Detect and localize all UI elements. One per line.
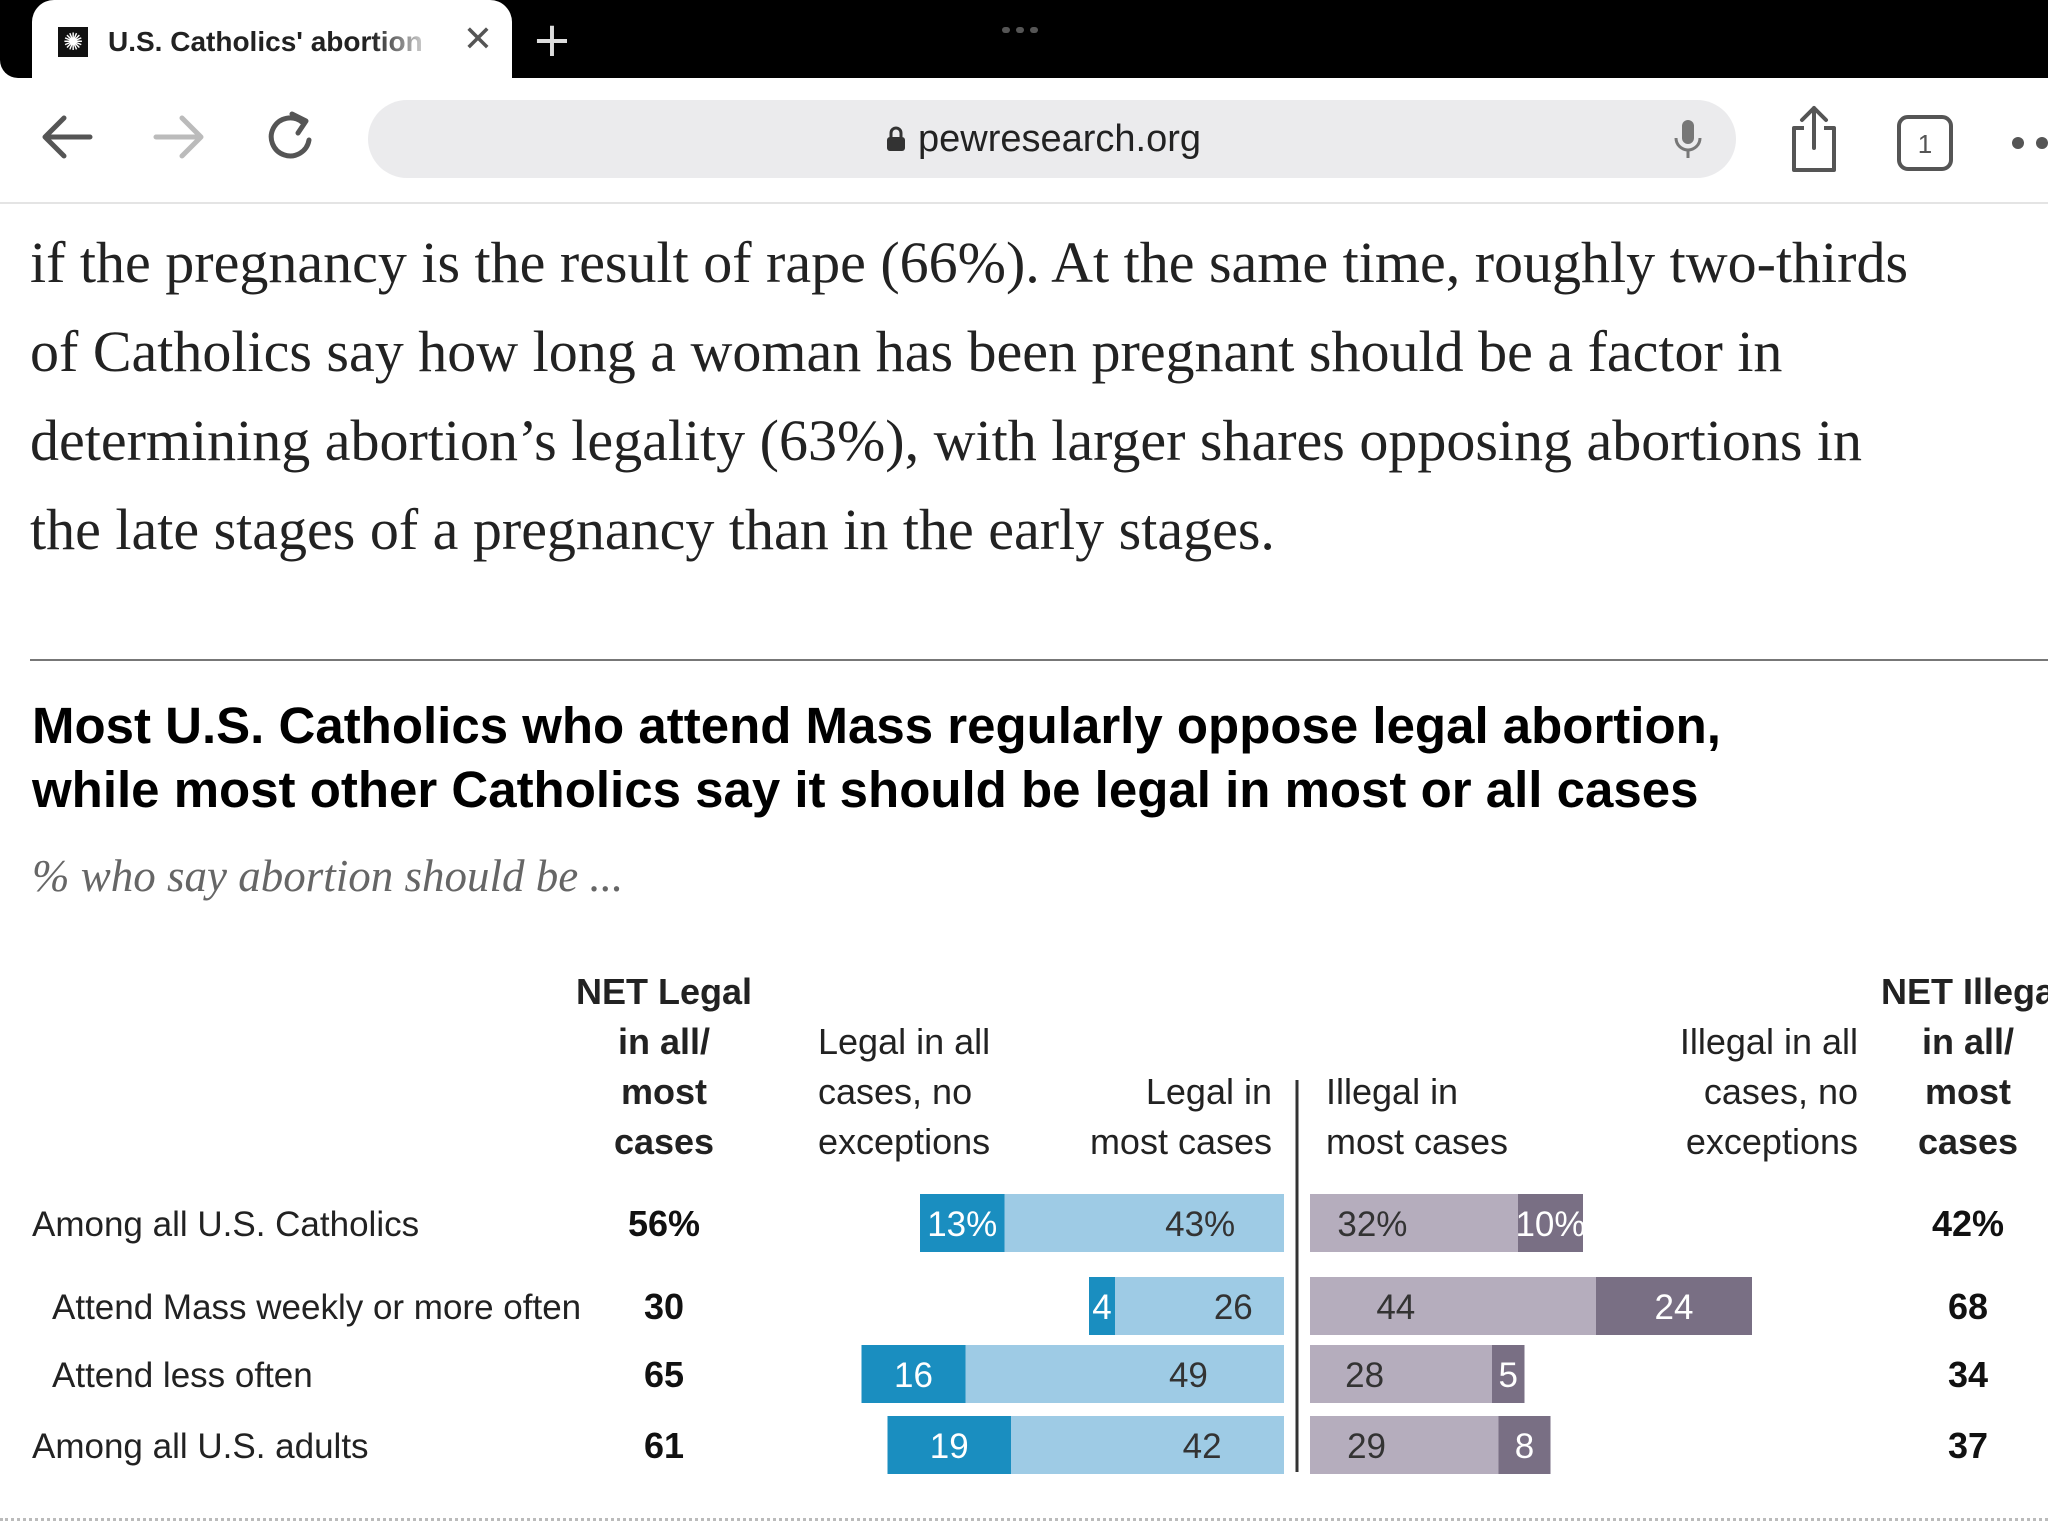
net-illegal-value: 37 <box>1948 1425 1988 1466</box>
net-illegal-header: most <box>1925 1071 2011 1112</box>
net-legal-value: 56% <box>628 1203 700 1244</box>
chart-title-line: while most other Catholics say it should… <box>32 761 1699 818</box>
reload-button[interactable] <box>256 102 326 172</box>
legal-most-bar <box>965 1345 1284 1403</box>
row-label: Among all U.S. adults <box>32 1427 369 1466</box>
illegal-all-value: 24 <box>1655 1288 1694 1327</box>
legal-all-bar <box>1089 1277 1115 1335</box>
back-icon <box>42 115 93 159</box>
legal-most-value: 26 <box>1214 1288 1253 1327</box>
more-icon[interactable] <box>2008 128 2048 158</box>
legal-all-value: 13% <box>927 1205 997 1244</box>
illegal-most-header: Illegal in <box>1326 1071 1458 1112</box>
illegal-all-header: Illegal in all <box>1680 1021 1858 1062</box>
illegal-all-value: 8 <box>1515 1427 1534 1466</box>
article-line: determining abortion’s legality (63%), w… <box>30 408 1863 473</box>
net-illegal-header: cases <box>1918 1121 2018 1162</box>
tab-bar: ✺ U.S. Catholics' abortion ✕ + <box>0 0 2048 78</box>
legal-most-header: Legal in <box>1146 1071 1272 1112</box>
favicon-icon: ✺ <box>58 27 88 57</box>
net-legal-value: 30 <box>644 1286 684 1327</box>
chart-title: Most U.S. Catholics who attend Mass regu… <box>32 694 2032 822</box>
illegal-most-bar <box>1310 1345 1492 1403</box>
back-button[interactable] <box>32 102 102 172</box>
lock-icon <box>887 126 905 151</box>
illegal-all-value: 10% <box>1515 1205 1585 1244</box>
illegal-most-value: 44 <box>1376 1288 1415 1327</box>
illegal-all-header: cases, no <box>1704 1071 1858 1112</box>
chart-title-line: Most U.S. Catholics who attend Mass regu… <box>32 697 1721 754</box>
net-illegal-value: 34 <box>1948 1354 1988 1395</box>
legal-all-bar <box>920 1194 1005 1252</box>
bottom-dotted-rule <box>0 1518 2048 1521</box>
forward-button[interactable] <box>144 102 214 172</box>
legal-most-header: most cases <box>1090 1121 1272 1162</box>
tab-title: U.S. Catholics' abortion <box>108 26 423 57</box>
net-legal-value: 65 <box>644 1354 684 1395</box>
legal-most-bar <box>1004 1194 1284 1252</box>
legal-all-bar <box>861 1345 966 1403</box>
forward-icon <box>153 115 204 159</box>
legal-all-header: exceptions <box>818 1121 990 1162</box>
new-tab-icon[interactable]: + <box>531 12 573 68</box>
row-label: Among all U.S. Catholics <box>32 1205 419 1244</box>
legal-all-bar <box>887 1416 1011 1474</box>
section-divider <box>30 659 2048 661</box>
illegal-all-bar <box>1498 1416 1551 1474</box>
close-tab-icon[interactable]: ✕ <box>462 19 494 60</box>
illegal-most-header: most cases <box>1326 1121 1508 1162</box>
net-legal-header: most <box>621 1071 707 1112</box>
illegal-most-bar <box>1310 1416 1499 1474</box>
illegal-all-value: 5 <box>1499 1356 1518 1395</box>
microphone-icon[interactable] <box>1668 118 1708 162</box>
net-illegal-header: in all/ <box>1922 1021 2014 1062</box>
legal-all-value: 16 <box>894 1356 933 1395</box>
illegal-all-header: exceptions <box>1686 1121 1858 1162</box>
tabs-icon: 1 <box>1897 115 1953 171</box>
legal-all-header: cases, no <box>818 1071 972 1112</box>
legal-most-value: 43% <box>1165 1205 1235 1244</box>
net-legal-header: in all/ <box>618 1021 710 1062</box>
article-body: if the pregnancy is the result of rape (… <box>30 218 2048 574</box>
net-legal-header: cases <box>614 1121 714 1162</box>
row-label: Attend less often <box>52 1356 313 1395</box>
legal-most-value: 42 <box>1183 1427 1222 1466</box>
article-line: if the pregnancy is the result of rape (… <box>30 230 1909 295</box>
illegal-most-bar <box>1310 1194 1518 1252</box>
browser-tab[interactable]: ✺ U.S. Catholics' abortion ✕ <box>32 0 512 78</box>
net-illegal-value: 42% <box>1932 1203 2004 1244</box>
share-icon[interactable] <box>1782 104 1846 174</box>
illegal-all-bar <box>1596 1277 1752 1335</box>
net-illegal-value: 68 <box>1948 1286 1988 1327</box>
illegal-most-value: 29 <box>1347 1427 1386 1466</box>
legal-most-bar <box>1115 1277 1284 1335</box>
legal-all-value: 4 <box>1092 1288 1111 1327</box>
tabs-button[interactable]: 1 <box>1896 114 1954 172</box>
chart-subtitle: % who say abortion should be ... <box>32 851 624 901</box>
illegal-most-value: 28 <box>1345 1356 1384 1395</box>
legal-most-bar <box>1011 1416 1284 1474</box>
tab-count: 1 <box>1918 129 1932 159</box>
tab-bar-corner <box>0 60 32 78</box>
article-line: of Catholics say how long a woman has be… <box>30 319 1783 384</box>
net-legal-value: 61 <box>644 1425 684 1466</box>
article-line: the late stages of a pregnancy than in t… <box>30 497 1275 562</box>
illegal-all-bar <box>1518 1194 1583 1252</box>
url-text[interactable]: pewresearch.org <box>918 118 1202 160</box>
illegal-all-bar <box>1492 1345 1525 1403</box>
legal-all-header: Legal in all <box>818 1021 990 1062</box>
legal-most-value: 49 <box>1169 1356 1208 1395</box>
row-label: Attend Mass weekly or more often <box>52 1288 581 1327</box>
browser-toolbar: pewresearch.org 1 <box>0 78 2048 204</box>
stacked-bar-chart: NET Legal in all/most cases Legal in all cas… <box>32 971 2048 1474</box>
address-bar[interactable]: pewresearch.org <box>368 100 1736 178</box>
legal-all-value: 19 <box>930 1427 969 1466</box>
reload-icon <box>268 111 312 159</box>
illegal-most-value: 32% <box>1337 1205 1407 1244</box>
net-illegal-header: NET Illega <box>1881 971 2048 1012</box>
illegal-most-bar <box>1310 1277 1596 1335</box>
window-grip-icon[interactable] <box>1002 20 1046 33</box>
net-legal-header: NET Legal <box>576 971 752 1012</box>
